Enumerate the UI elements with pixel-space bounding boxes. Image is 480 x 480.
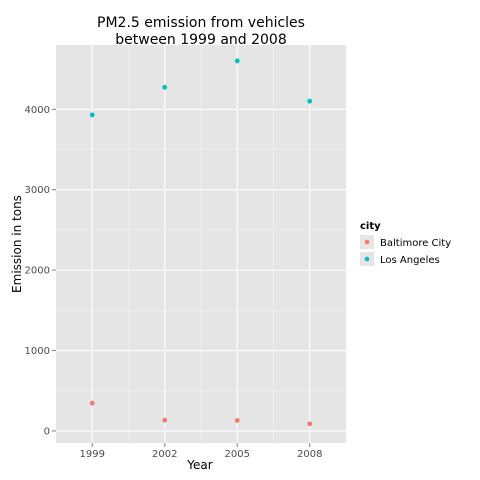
data-point-los-angeles-2005 [234,58,240,64]
y-axis-ticks: 0 1000 2000 3000 4000 [25,105,56,437]
data-point-baltimore-2005 [234,418,240,423]
data-point-baltimore-1999 [89,400,95,406]
legend-key-los-angeles [364,256,370,262]
data-point-baltimore-2008 [307,421,313,427]
legend: city Baltimore City Los Angeles [360,221,451,266]
grid-lines [56,45,346,443]
chart-title-line-2: between 1999 and 2008 [115,32,287,48]
data-point-los-angeles-2008 [307,98,313,104]
y-axis-label: Emission in tons [10,195,24,293]
x-tick-label: 1999 [80,449,105,460]
x-tick-label: 2005 [225,449,250,460]
legend-key-baltimore [364,239,370,245]
x-tick-label: 2008 [297,449,322,460]
data-points [89,58,313,427]
y-tick-label: 0 [44,426,50,437]
x-tick-label: 2002 [152,449,177,460]
legend-title: city [360,221,381,232]
data-point-baltimore-2002 [162,417,168,423]
legend-label-los-angeles: Los Angeles [380,255,440,266]
legend-label-baltimore: Baltimore City [380,238,451,249]
x-axis-ticks: 1999 2002 2005 2008 [80,443,322,460]
data-point-los-angeles-1999 [89,112,95,118]
y-tick-label: 1000 [25,346,50,357]
y-tick-label: 3000 [25,185,50,196]
y-tick-label: 2000 [25,266,50,277]
y-tick-label: 4000 [25,105,50,116]
data-point-los-angeles-2002 [162,84,168,90]
x-axis-label: Year [186,458,212,472]
chart-title-line-1: PM2.5 emission from vehicles [97,15,305,31]
